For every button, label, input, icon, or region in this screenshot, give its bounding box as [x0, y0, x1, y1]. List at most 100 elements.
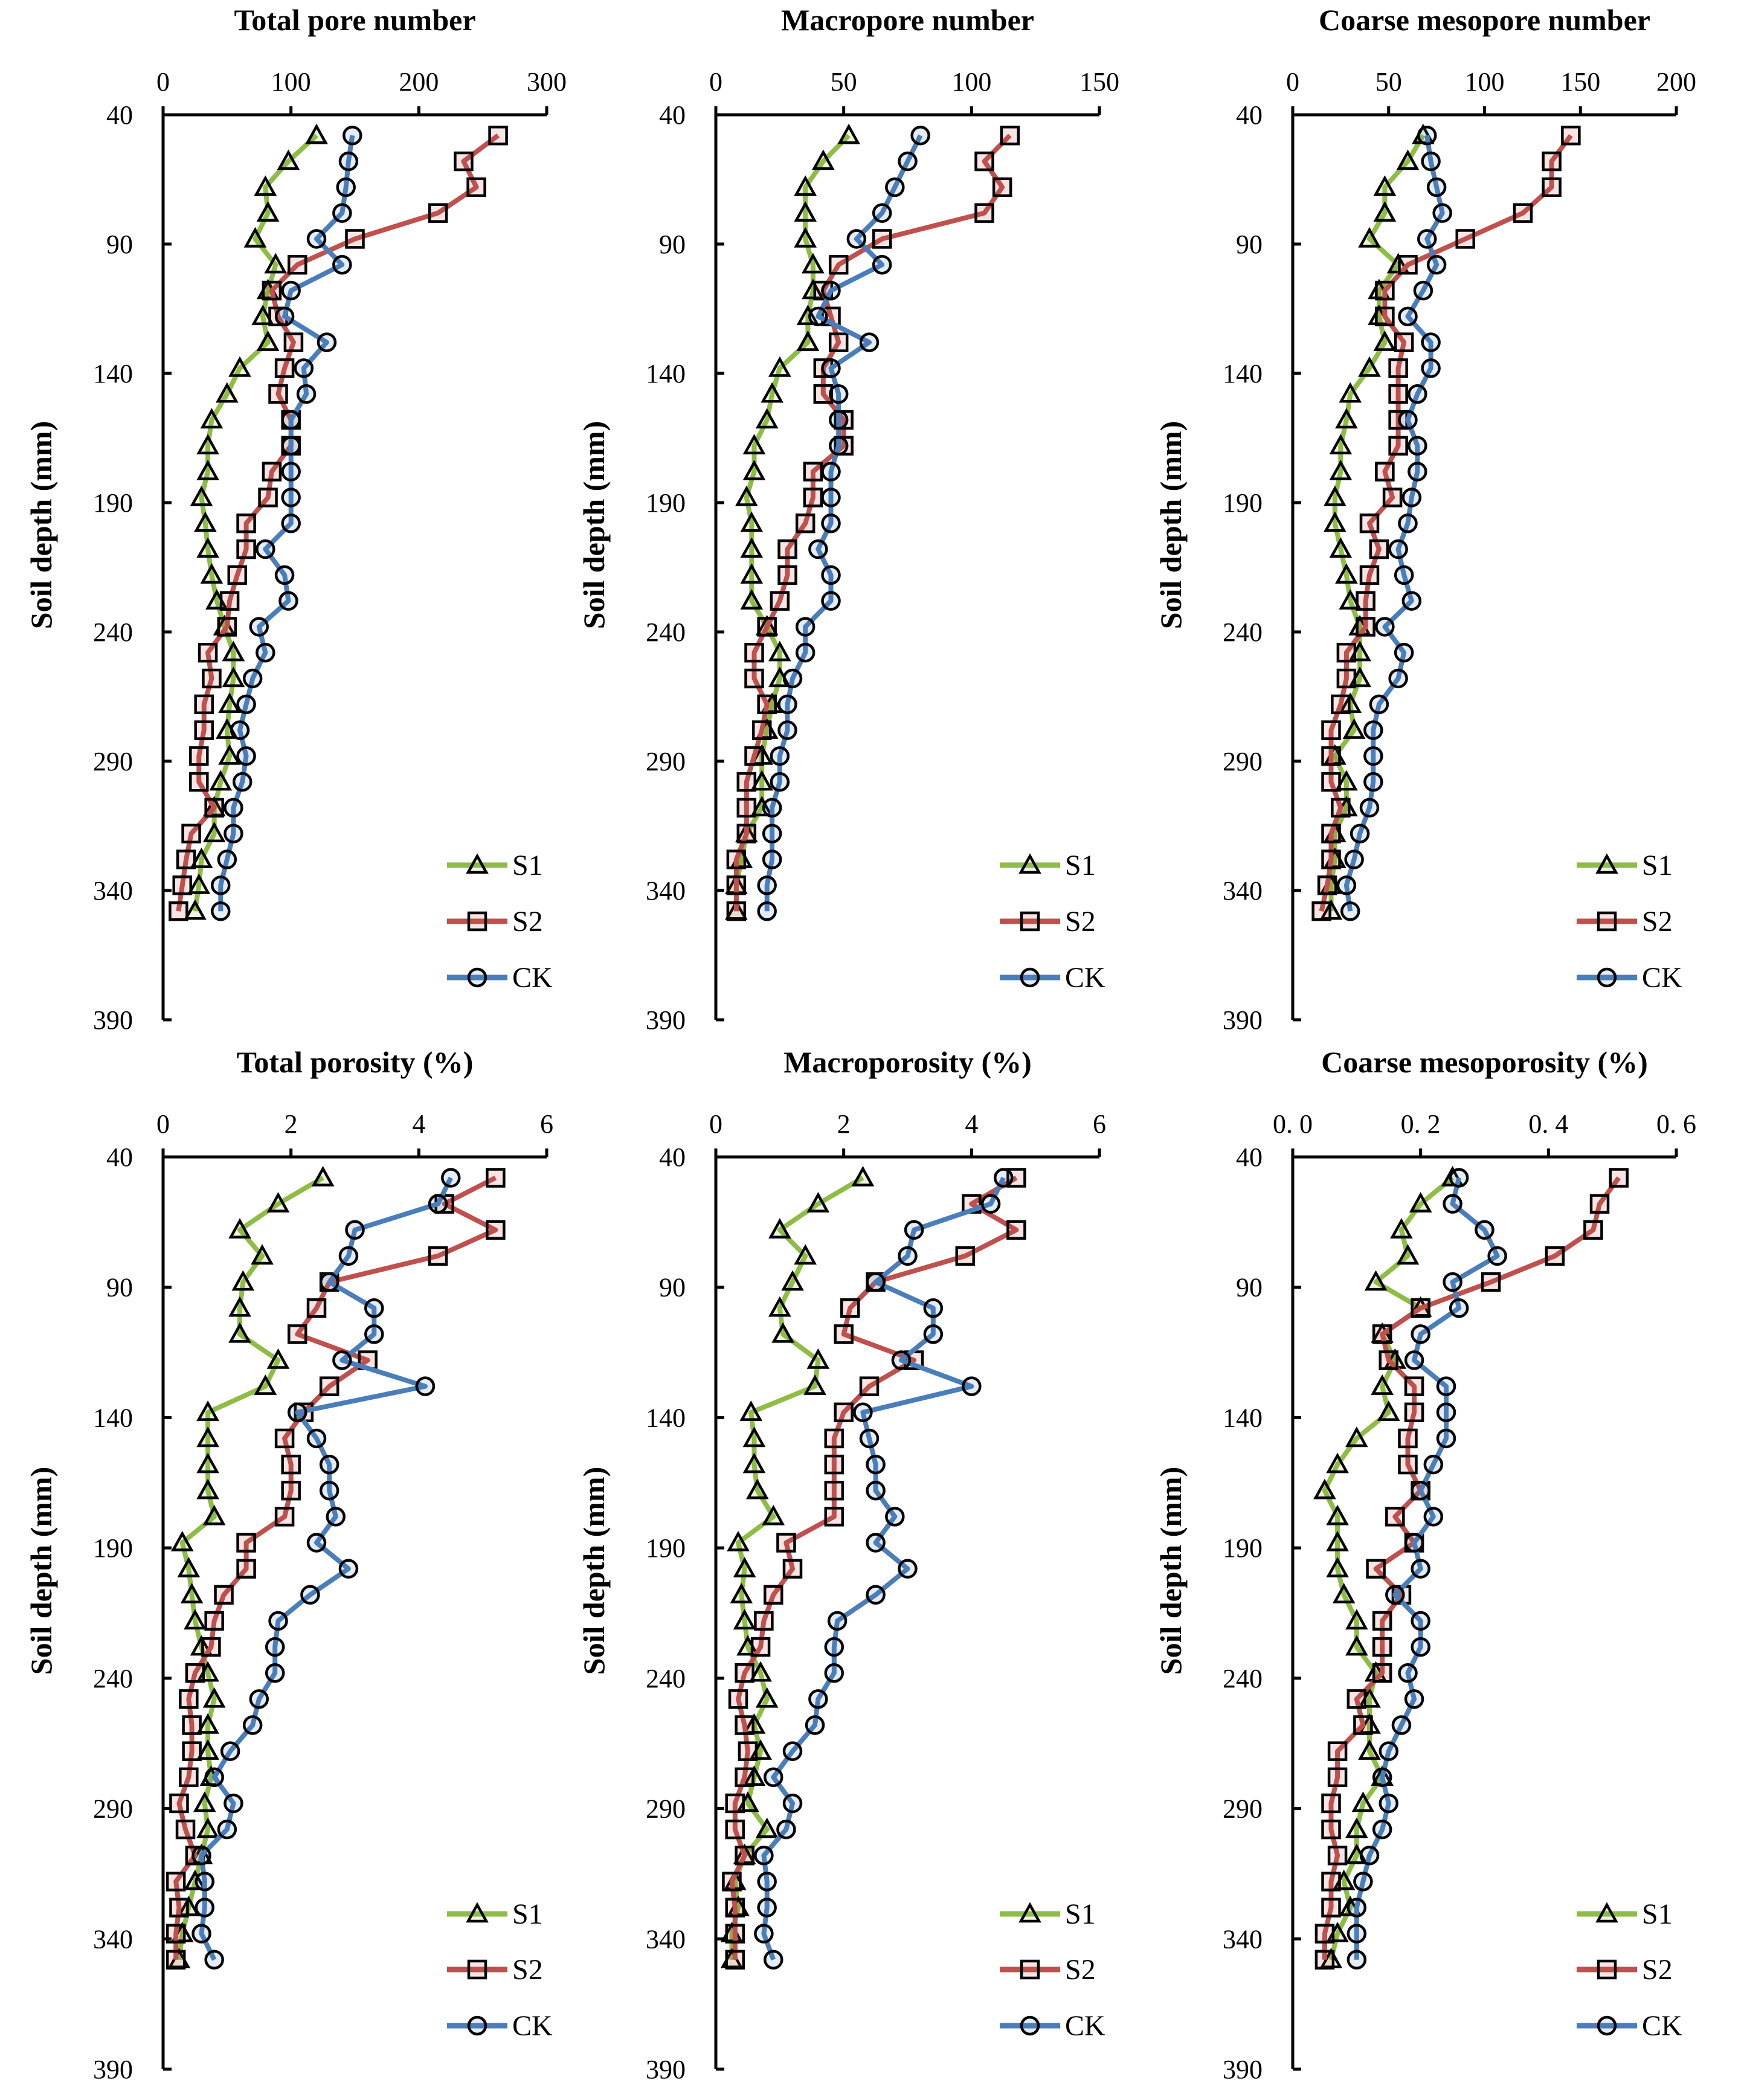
data-point-s2 [454, 151, 474, 172]
chart-total-porosity: Total porosity (%) 0 2 4 6 40 90 140 190 240 290 34… [24, 1045, 553, 2084]
data-point-ck [827, 1611, 848, 1631]
data-point-s2 [1398, 254, 1418, 275]
data-point-ck [249, 617, 269, 637]
data-point-ck [824, 1663, 845, 1683]
data-point-s1 [216, 382, 239, 403]
data-point-s1 [740, 589, 764, 610]
y-tick-label: 290 [646, 747, 686, 776]
y-tick-label: 190 [1223, 1533, 1263, 1563]
data-point-s2 [166, 1872, 186, 1892]
data-point-ck [782, 1793, 803, 1814]
data-point-s2 [204, 797, 224, 818]
data-point-ck [1379, 1741, 1398, 1761]
data-point-ck [1353, 1872, 1373, 1892]
data-point-s1 [1373, 175, 1397, 196]
data-point-ck [242, 668, 263, 689]
y-tick-label: 140 [1223, 1403, 1263, 1432]
data-point-ck [1423, 1507, 1444, 1527]
data-point-ck [332, 203, 352, 223]
legend-marker-s1 [466, 1902, 489, 1923]
series-s1 [184, 123, 328, 920]
data-point-ck [828, 410, 849, 430]
y-tick-label: 390 [646, 2055, 686, 2084]
data-point-s1 [251, 1244, 274, 1265]
data-point-s2 [834, 1324, 854, 1344]
data-point-ck [1423, 1454, 1444, 1475]
y-tick-label: 340 [93, 876, 133, 906]
legend: S1 S2 CK [447, 1898, 553, 2042]
data-point-s1 [794, 201, 817, 222]
data-point-ck [762, 797, 782, 818]
legend-marker-ck [467, 967, 487, 988]
data-point-s1 [750, 770, 774, 791]
data-point-s2 [182, 1715, 202, 1735]
data-point-s1 [735, 485, 758, 506]
legend-marker-ck [1020, 967, 1040, 988]
data-point-ck [217, 849, 237, 869]
data-point-s2 [834, 1402, 854, 1423]
data-point-ck [1359, 797, 1380, 818]
data-point-s2 [1366, 1559, 1386, 1579]
data-point-ck [224, 1793, 243, 1814]
data-point-s1 [218, 744, 241, 765]
data-point-s2 [1513, 203, 1533, 223]
series-ck [1346, 1168, 1507, 1970]
data-point-s2 [1542, 151, 1562, 172]
data-point-s1 [196, 1426, 219, 1448]
chart-coarse-mesoporosity: Coarse mesoporosity (%) 0. 0 0. 2 0. 4 0. 6 4… [1154, 1045, 1696, 2084]
data-point-s1 [794, 227, 817, 248]
data-point-s1 [781, 1270, 804, 1291]
data-point-s1 [727, 1530, 750, 1551]
data-point-s1 [739, 1400, 763, 1422]
data-point-s1 [190, 485, 213, 506]
data-point-s1 [1326, 1557, 1349, 1577]
data-point-s2 [757, 694, 777, 715]
data-point-ck [296, 384, 317, 404]
legend-label-ck: CK [1065, 2010, 1105, 2042]
y-tick-label: 90 [106, 1273, 133, 1303]
legend-marker-ck [1597, 2015, 1617, 2036]
data-point-s2 [1321, 849, 1341, 869]
data-point-ck [364, 1324, 384, 1344]
data-point-s2 [1545, 1246, 1565, 1266]
data-point-ck [757, 901, 777, 921]
data-point-s1 [305, 123, 328, 144]
x-tick-label: 200 [1656, 67, 1696, 97]
data-point-ck [866, 1480, 886, 1501]
data-point-s2 [1336, 642, 1357, 663]
data-point-ck [853, 1402, 873, 1423]
y-tick-label: 390 [1223, 1005, 1263, 1035]
y-tick-label: 90 [1236, 1273, 1263, 1303]
data-point-ck [795, 617, 816, 637]
data-point-s1 [745, 1478, 769, 1499]
data-point-ck [898, 1559, 918, 1579]
data-point-ck [204, 1950, 224, 1970]
data-point-ck [364, 1298, 384, 1318]
data-point-s2 [288, 1324, 307, 1344]
data-point-ck [1408, 436, 1427, 456]
data-point-s2 [236, 513, 256, 533]
x-tick-label: 50 [831, 67, 857, 97]
data-point-ck [268, 1611, 288, 1631]
data-point-ck [1436, 1428, 1456, 1449]
data-point-s2 [736, 771, 757, 792]
legend-label-ck: CK [1642, 962, 1682, 994]
data-point-s1 [177, 1557, 201, 1577]
data-point-ck [859, 1428, 880, 1449]
data-point-s2 [1321, 1819, 1341, 1840]
chart-title: Macropore number [781, 3, 1034, 37]
data-point-s2 [1372, 1637, 1392, 1657]
data-point-s1 [1358, 356, 1381, 377]
series-line-s2 [729, 1176, 1019, 1960]
data-point-s2 [262, 462, 282, 482]
data-point-ck [428, 1194, 448, 1214]
data-point-s2 [736, 797, 757, 818]
data-point-ck [1340, 901, 1360, 921]
legend: S1 S2 CK [1577, 849, 1682, 994]
y-tick-label: 190 [646, 488, 686, 518]
data-point-s2 [1321, 720, 1341, 740]
data-point-ck [770, 771, 790, 792]
data-point-s2 [345, 229, 365, 249]
data-point-s1 [768, 356, 791, 377]
legend-label-s2: S2 [1642, 1954, 1673, 1986]
